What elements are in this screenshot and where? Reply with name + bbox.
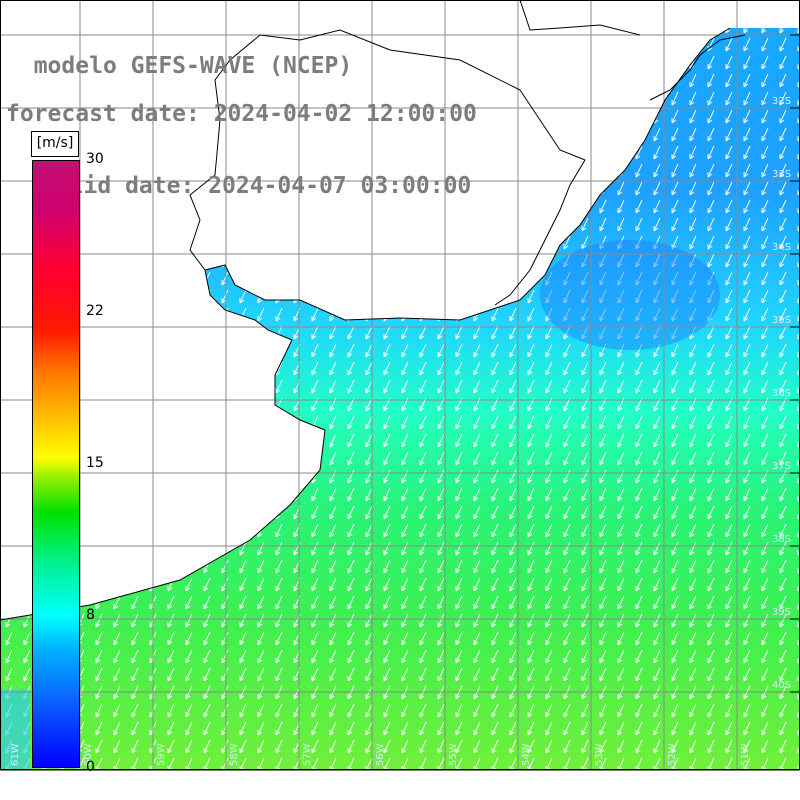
land <box>0 0 800 620</box>
lat-label: 38S <box>772 534 791 545</box>
bottom-axis-labels: 61W 60W 59W 58W 57W 56W 55W 54W 53W 52W … <box>10 743 751 766</box>
lat-label: 37S <box>772 461 791 472</box>
lat-label: 39S <box>772 607 791 618</box>
lon-label: 56W <box>375 743 386 766</box>
lon-label: 57W <box>302 743 313 766</box>
lon-label: 61W <box>10 743 21 766</box>
colorbar-tick: 15 <box>86 455 104 471</box>
lon-label: 58W <box>229 743 240 766</box>
lon-label: 60W <box>83 743 94 766</box>
axis-ticks <box>790 34 800 693</box>
coastline <box>0 0 746 621</box>
lat-label: 40S <box>772 680 791 691</box>
sea-wind-field <box>0 28 800 770</box>
model-title: modelo GEFS-WAVE (NCEP) <box>33 53 353 79</box>
right-axis-labels: 32S 33S 34S 35S 36S 37S 38S 39S 40S <box>772 96 791 691</box>
lon-label: 54W <box>521 743 532 766</box>
lon-label: 51W <box>740 743 751 766</box>
colorbar-tick: 8 <box>86 607 95 623</box>
colorbar-tick: 0 <box>86 759 95 775</box>
colorbar-tick: 22 <box>86 303 104 319</box>
lon-label: 52W <box>667 743 678 766</box>
lat-label: 35S <box>772 315 791 326</box>
lon-label: 59W <box>156 743 167 766</box>
lat-label: 36S <box>772 388 791 399</box>
colorbar-unit: [m/s] <box>31 131 79 157</box>
lat-label: 34S <box>772 242 791 253</box>
lon-label: 55W <box>448 743 459 766</box>
lat-label: 32S <box>772 96 791 107</box>
forecast-date: forecast date: 2024-04-02 12:00:00 <box>6 101 477 127</box>
lon-label: 53W <box>594 743 605 766</box>
colorbar-tick: 30 <box>86 151 104 167</box>
lat-label: 33S <box>772 169 791 180</box>
colorbar <box>32 160 80 768</box>
